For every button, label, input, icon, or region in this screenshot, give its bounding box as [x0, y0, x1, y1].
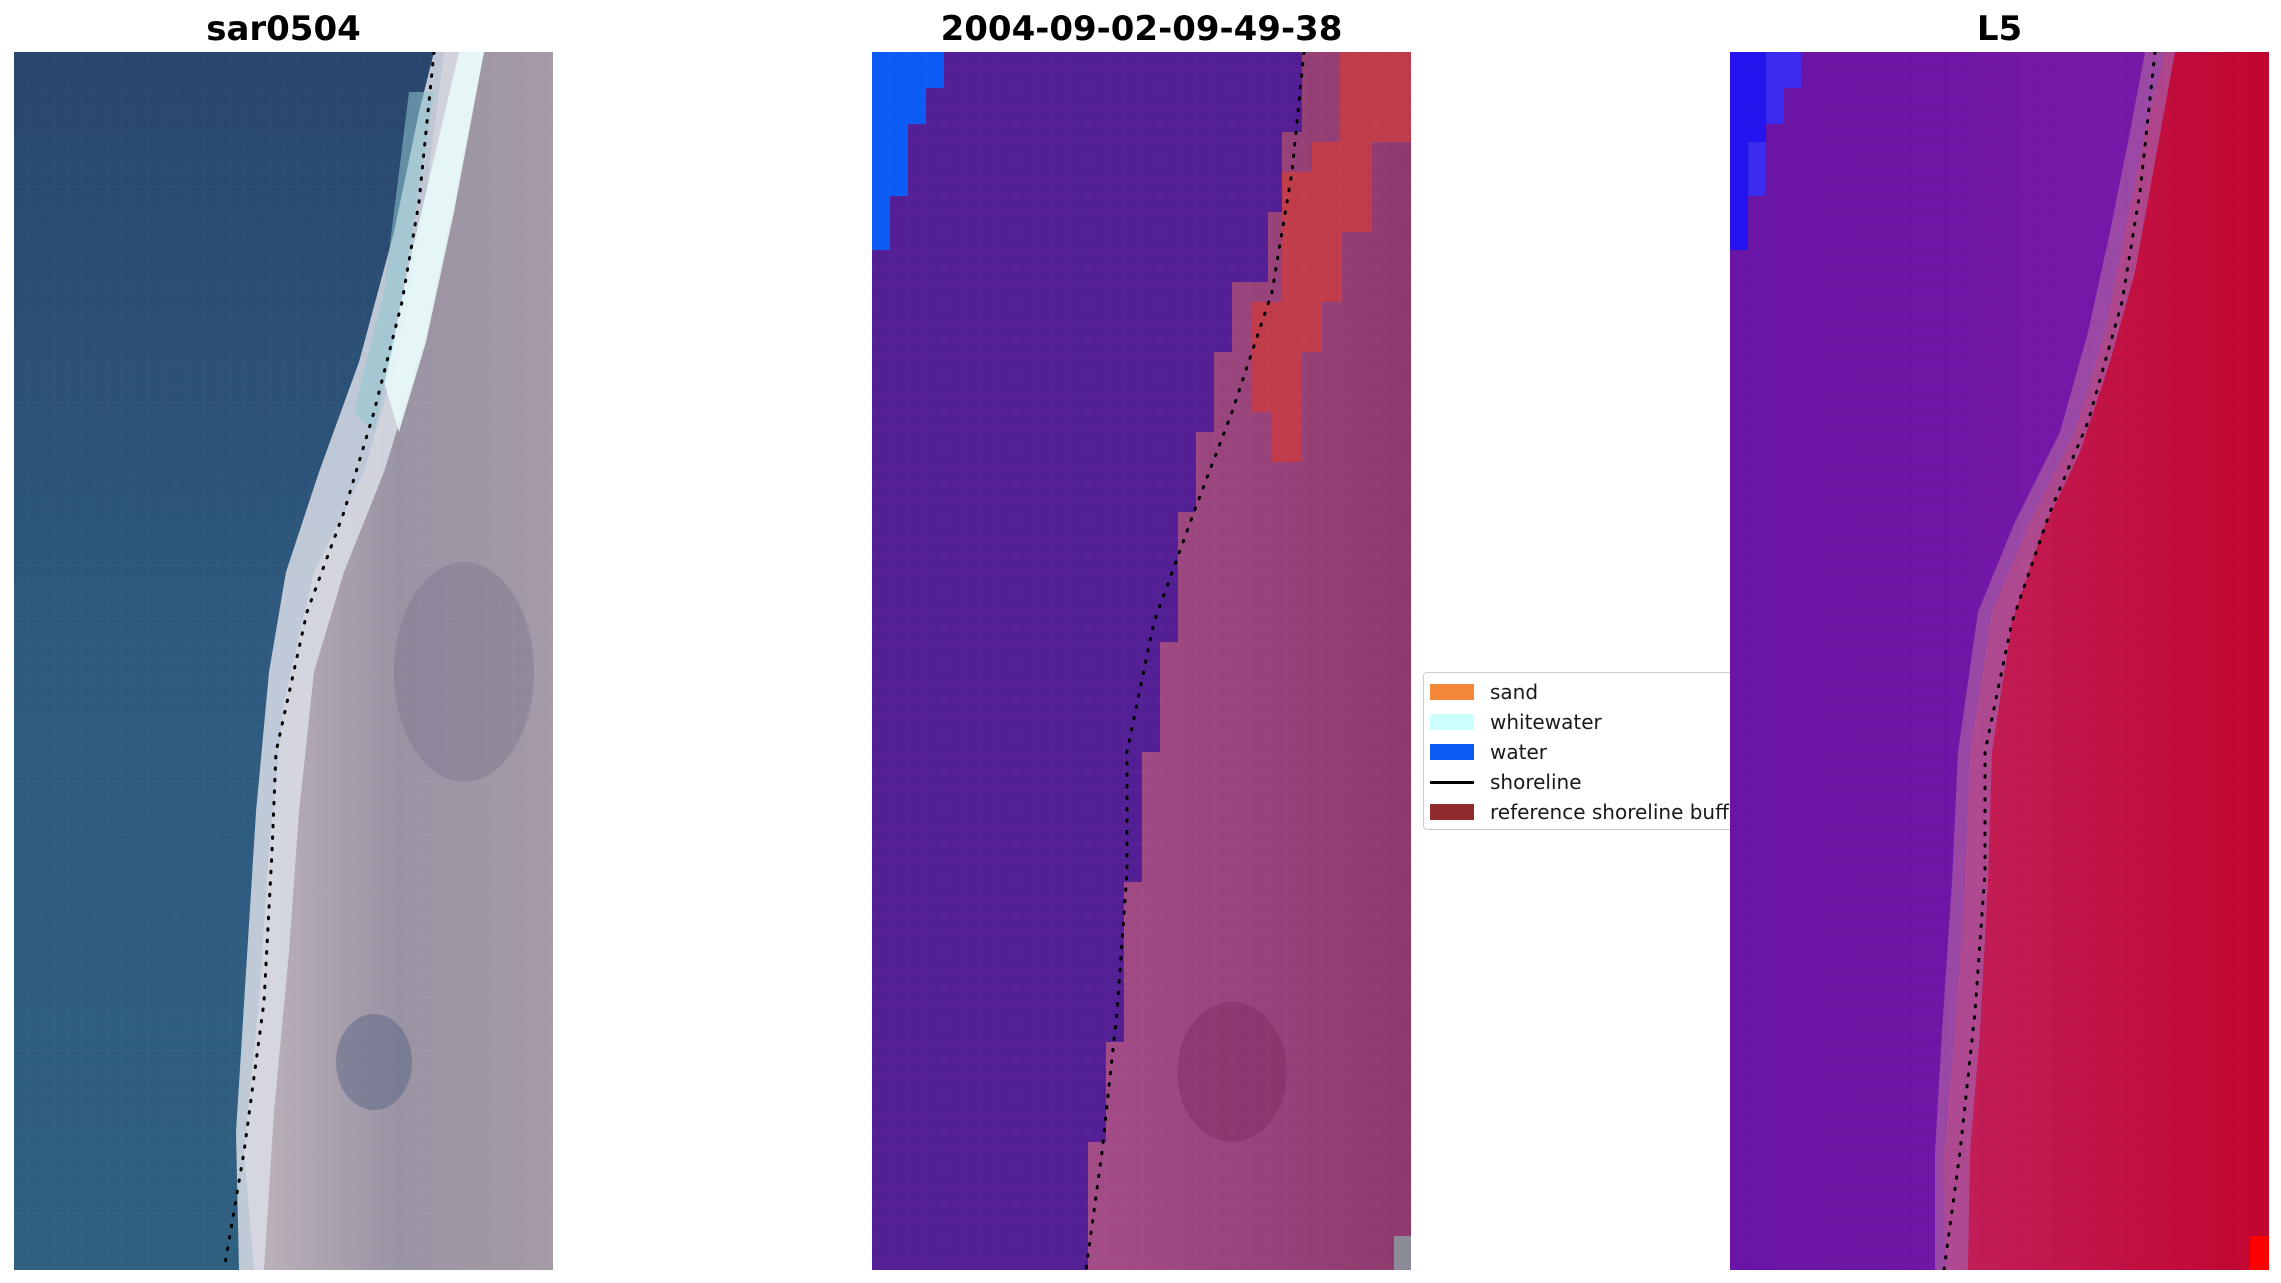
legend-item-sand: sand — [1430, 677, 1538, 707]
legend-swatch-water — [1430, 744, 1474, 760]
legend-label: water — [1490, 740, 1547, 764]
legend-swatch-sand — [1430, 684, 1474, 700]
legend-swatch-whitewater — [1430, 714, 1474, 730]
index-image — [1730, 52, 2269, 1270]
rgb-image-panel — [14, 52, 553, 1270]
legend-item-shoreline: shoreline — [1430, 767, 1582, 797]
rgb-shoreline — [222, 52, 436, 1270]
index-image-panel — [1730, 52, 2269, 1270]
legend-label: whitewater — [1490, 710, 1602, 734]
legend-label: sand — [1490, 680, 1539, 704]
panel-title-rgb: sar0504 — [206, 9, 361, 49]
legend-item-reference-buffer: reference shoreline buffer — [1430, 797, 1737, 827]
classified-image-panel — [872, 52, 1411, 1270]
panel-title-classified: 2004-09-02-09-49-38 — [940, 9, 1343, 49]
legend-label: shoreline — [1490, 770, 1582, 794]
panel-title-index: L5 — [1976, 9, 2023, 49]
legend-label: reference shoreline buffer — [1490, 800, 1737, 824]
legend: sand whitewater water shoreline referenc… — [1423, 672, 1737, 830]
legend-swatch-reference-buffer — [1430, 804, 1474, 820]
legend-line-shoreline — [1430, 780, 1474, 784]
classified-image — [872, 52, 1411, 1270]
legend-item-whitewater: whitewater — [1430, 707, 1602, 737]
rgb-image — [14, 52, 553, 1270]
legend-item-water: water — [1430, 737, 1547, 767]
